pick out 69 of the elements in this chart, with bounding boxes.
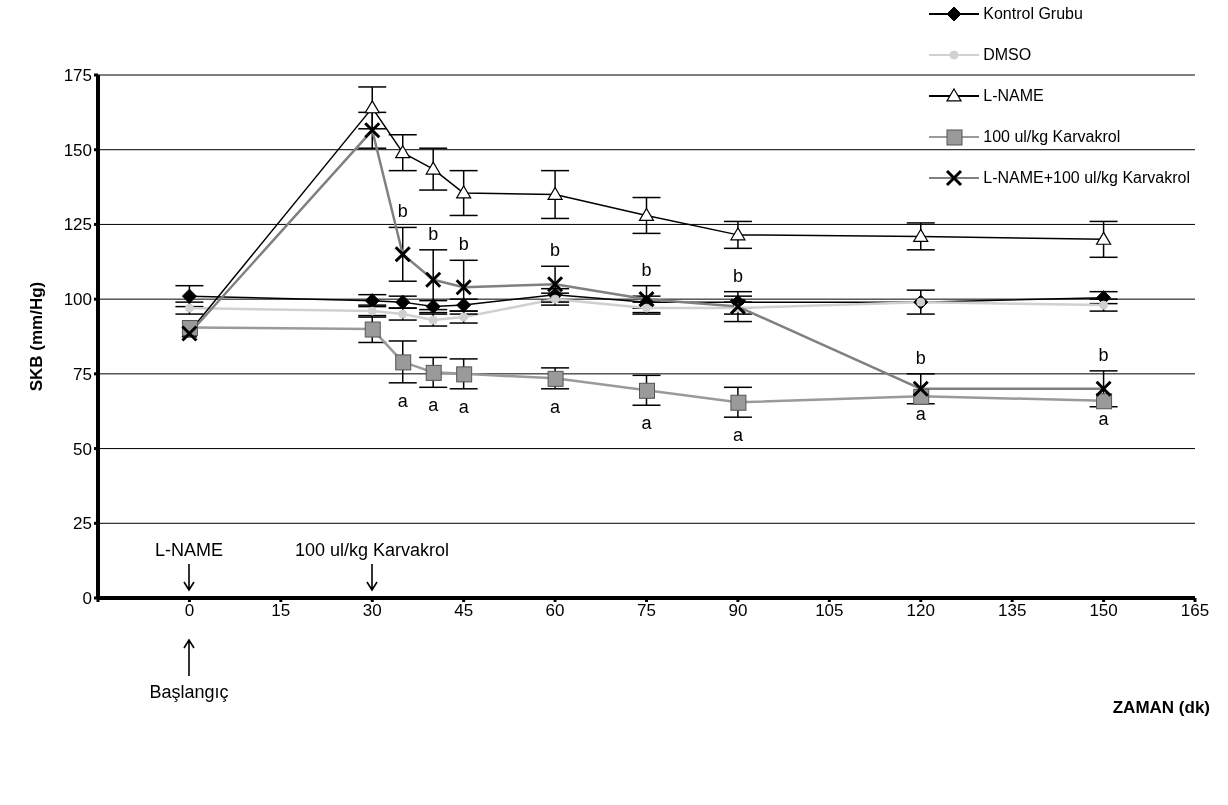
legend-label: Kontrol Grubu — [983, 5, 1083, 23]
data-label: a — [458, 396, 470, 417]
x-tick-label: 0 — [184, 601, 195, 621]
point — [395, 294, 411, 310]
data-label: b — [428, 223, 439, 244]
x-tick-label: 75 — [637, 601, 656, 621]
y-tick-label: 125 — [63, 215, 92, 235]
point — [398, 309, 408, 319]
x-tick-label: 120 — [906, 601, 935, 621]
point — [730, 394, 747, 411]
point — [395, 354, 412, 371]
text: Başlangıç — [149, 682, 229, 702]
annotation: L-NAME — [154, 540, 224, 560]
data-label: a — [397, 390, 409, 411]
legend-label: DMSO — [983, 46, 1032, 64]
y-tick-label: 150 — [63, 140, 92, 160]
point — [456, 366, 473, 383]
point — [425, 299, 441, 315]
data-label: b — [732, 265, 743, 286]
y-tick-label: 25 — [73, 514, 92, 534]
data-label: b — [915, 347, 926, 368]
y-tick-label: 100 — [63, 290, 92, 310]
point — [547, 186, 563, 201]
point — [638, 207, 655, 221]
data-label: a — [915, 404, 927, 425]
y-tick-label: 175 — [63, 66, 92, 86]
point — [364, 100, 380, 114]
point — [547, 370, 564, 387]
x-tick-label: 45 — [454, 601, 474, 621]
point — [428, 315, 438, 325]
data-label: b — [458, 234, 469, 255]
data-label: a — [550, 396, 562, 417]
point — [184, 303, 194, 313]
data-label: b — [1098, 344, 1109, 365]
legend-label: L-NAME+100 ul/kg Karvakrol — [983, 169, 1190, 187]
x-tick-label: 105 — [815, 601, 844, 621]
point — [425, 161, 441, 175]
y-axis-title: SKB (mm/Hg) — [27, 281, 47, 392]
data-label: b — [641, 259, 652, 280]
point — [181, 288, 197, 304]
legend-label: L-NAME — [983, 87, 1044, 105]
x-axis-title: ZAMAN (dk) — [1112, 698, 1210, 717]
x-tick-label: 165 — [1180, 601, 1210, 621]
point — [456, 297, 472, 313]
point — [425, 364, 442, 381]
x-tick-label: 15 — [271, 601, 291, 621]
point — [1095, 231, 1112, 245]
point — [913, 228, 929, 242]
data-label: b — [397, 201, 408, 222]
legend-label: 100 ul/kg Karvakrol — [983, 128, 1121, 146]
point — [639, 382, 655, 399]
point — [364, 321, 381, 338]
data-label: a — [428, 395, 440, 416]
annotation: 100 ul/kg Karvakrol — [294, 540, 450, 560]
x-tick-label: 150 — [1089, 601, 1118, 621]
point — [456, 185, 472, 199]
data-label: a — [641, 413, 653, 434]
data-label: b — [550, 240, 561, 261]
x-tick-label: 60 — [545, 601, 565, 621]
data-label: a — [732, 425, 744, 446]
y-tick-label: 75 — [73, 364, 92, 384]
y-tick-label: 50 — [73, 439, 92, 459]
x-tick-label: 30 — [362, 601, 382, 621]
x-tick-label: 90 — [728, 601, 748, 621]
point — [395, 145, 411, 159]
data-label: a — [1098, 408, 1110, 429]
x-tick-label: 135 — [997, 601, 1027, 621]
point — [1096, 393, 1113, 410]
point — [730, 227, 746, 241]
